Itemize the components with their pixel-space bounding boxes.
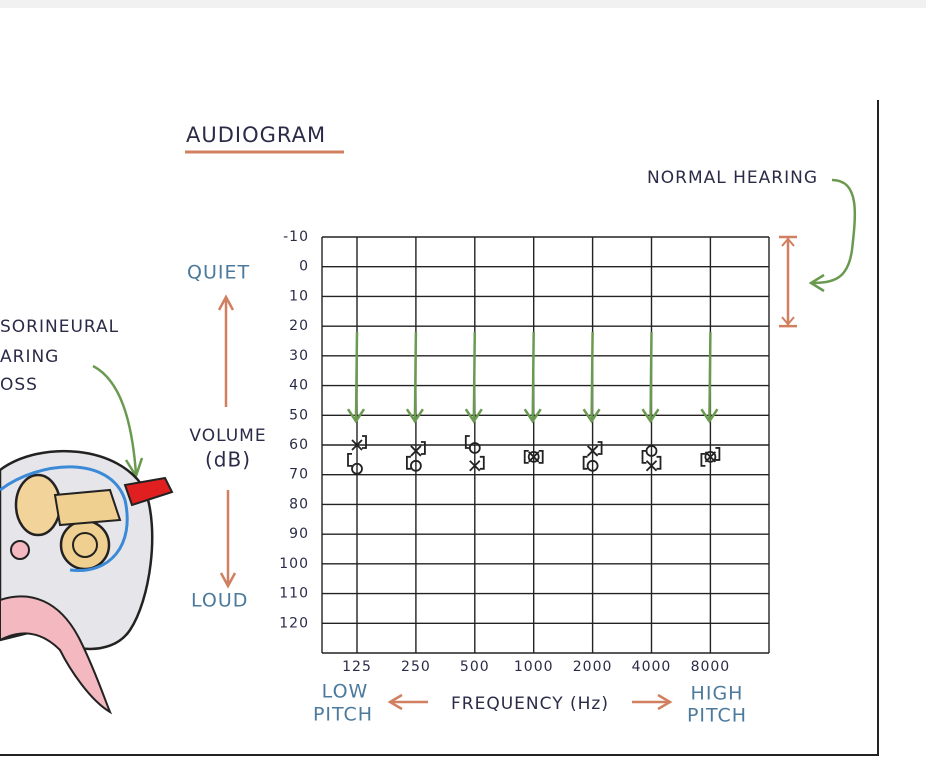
y-label: VOLUME [189,426,266,446]
marker-bracket-right [362,435,367,449]
down-arrow [354,332,359,422]
y-tick-label: 120 [279,615,309,631]
marker-bracket-left [523,449,529,464]
side-label: SORINEURAL [0,317,119,337]
chart-title: AUDIOGRAM [186,123,326,147]
marker-o [351,462,363,475]
marker-x [469,460,481,472]
marker-x [586,445,599,457]
y-tick-label: 70 [289,467,309,483]
x-tick-label: 500 [460,659,490,675]
y-tick-label: 40 [289,378,309,394]
x-label: FREQUENCY (Hz) [451,694,609,714]
x-right-label: PITCH [687,705,747,727]
down-arrow-head [700,408,719,424]
y-tick-label: 100 [279,556,309,572]
marker-bracket-right [420,441,426,455]
marker-bracket-left [700,452,706,467]
down-arrow [472,332,477,422]
side-label: OSS [0,375,38,395]
side-label: ARING [0,347,59,367]
annotation: NORMAL HEARING [647,168,818,188]
x-tick-label: 1000 [514,659,554,675]
x-right-label: HIGH [691,683,744,705]
right-arrow-head [657,693,673,711]
ear-illustration [0,449,174,715]
annotation-arrow-head [808,273,825,293]
y-label: (dB) [205,448,251,472]
x-left-label: LOW [322,681,369,703]
marker-bracket-left [582,455,588,470]
marker-bracket-right [479,455,485,470]
down-arrow-head [523,408,542,424]
marker-x [528,451,540,463]
y-tick-label: 110 [279,586,309,602]
down-arrow-head [219,572,237,589]
marker-o [409,459,422,472]
y-tick-label: -10 [283,229,309,245]
y-bottom-label: LOUD [191,590,248,612]
marker-bracket-right [597,441,603,455]
top-strip [0,0,926,8]
side-arrow [92,364,138,475]
down-arrow-head [464,408,483,424]
marker-bracket-left [347,452,352,467]
down-arrow-head [641,408,660,424]
x-tick-label: 2000 [573,659,613,675]
marker-x [704,451,717,463]
y-tick-label: 20 [289,318,309,334]
down-arrow [590,332,594,422]
down-arrow [413,332,418,422]
marker-bracket-left [406,455,411,470]
marker-x [410,445,422,457]
down-arrow [531,332,535,422]
y-tick-label: 30 [289,348,309,364]
marker-o [586,459,599,472]
up-arrow-head [217,294,235,311]
x-tick-label: 250 [401,659,431,675]
down-arrow [649,332,653,422]
down-arrow-head [346,408,366,424]
y-tick-label: 10 [289,288,309,304]
y-tick-label: 0 [299,259,309,275]
y-tick-label: 60 [289,437,309,453]
marker-bracket-left [641,449,647,464]
down-arrow [708,332,712,422]
marker-x [351,439,363,451]
marker-o [527,450,540,463]
marker-bracket-right [656,455,662,470]
down-arrow-head [405,408,424,424]
left-arrow-head [387,693,403,711]
marker-x [645,460,658,472]
x-tick-label: 8000 [691,659,731,675]
normal-range-head [781,237,795,326]
marker-o [704,450,717,463]
marker-bracket-right [715,447,721,461]
y-top-label: QUIET [187,262,250,284]
y-tick-label: 80 [289,496,309,512]
x-left-label: PITCH [313,704,373,726]
y-tick-label: 50 [289,407,309,423]
y-tick-label: 90 [289,526,309,542]
x-tick-label: 125 [342,659,372,675]
x-tick-label: 4000 [632,659,672,675]
marker-bracket-left [464,435,470,449]
marker-bracket-right [538,449,544,464]
annotation-arrow [811,178,857,285]
down-arrow-head [582,408,601,424]
